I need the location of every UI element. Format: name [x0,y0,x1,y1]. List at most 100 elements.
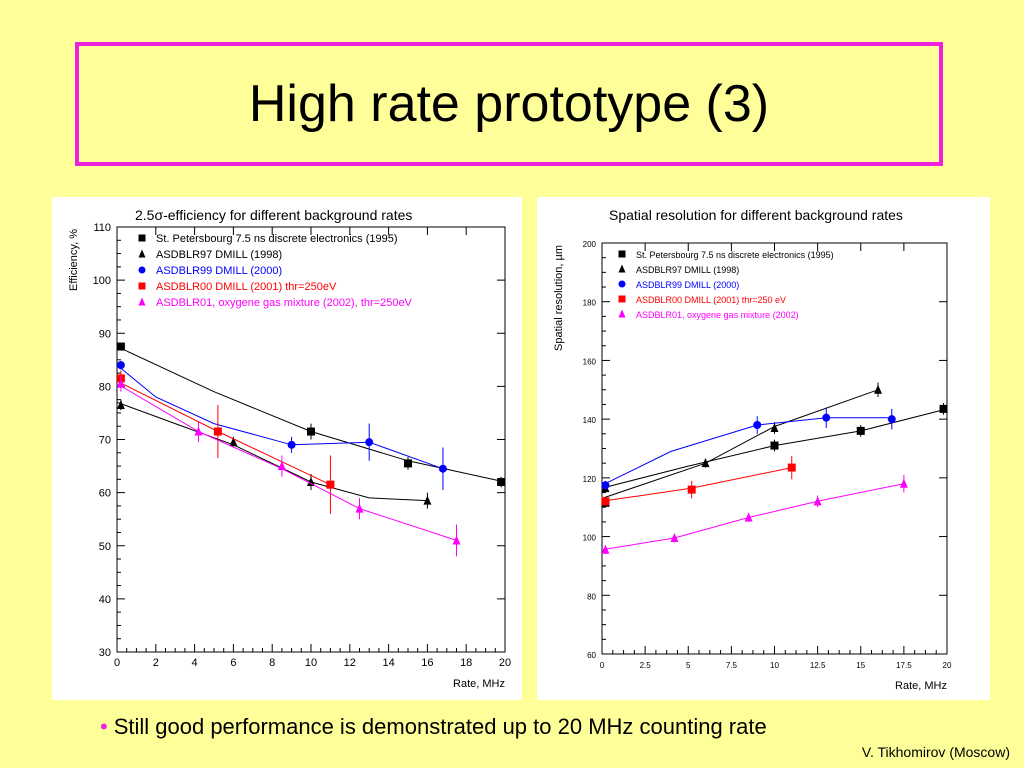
marker-circle [887,415,896,424]
x-tick-label: 17.5 [896,661,912,670]
x-tick-label: 5 [686,661,691,670]
y-axis-label: Efficiency, % [68,229,80,291]
x-tick-label: 14 [382,657,394,669]
efficiency-chart: 2.5σ-efficiency for different background… [68,207,511,690]
marker-triangle [194,426,203,436]
marker-triangle [423,495,432,505]
marker-triangle [307,477,315,486]
marker-triangle [277,461,286,471]
y-tick-label: 160 [583,357,597,366]
y-tick-label: 40 [99,594,111,606]
marker-triangle [138,249,146,258]
marker-square [687,485,696,494]
series-fit-line [116,346,506,483]
author-credit: V. Tikhomirov (Moscow) [861,744,1010,760]
marker-triangle [229,437,238,447]
series-fit-line [601,389,879,499]
slide-title: High rate prototype (3) [248,75,770,133]
y-tick-label: 70 [99,435,111,447]
x-tick-label: 7.5 [726,661,738,670]
y-tick-label: 60 [99,488,111,500]
marker-triangle [601,544,610,554]
marker-square [404,459,412,468]
x-tick-label: 6 [230,657,236,669]
x-tick-label: 2 [153,657,159,669]
series-fit-line [601,467,792,502]
series-fit-line [601,483,904,551]
x-tick-label: 10 [770,661,779,670]
marker-square [939,404,948,413]
series-3: ASDBLR00 DMILL (2001) thr=250 eV [601,295,796,506]
marker-triangle [899,478,908,488]
bullet-text: Still good performance is demonstrated u… [113,714,767,739]
marker-square [116,342,125,351]
marker-circle [438,464,447,473]
legend-label: ASDBLR97 DMILL (1998) [636,265,739,275]
marker-circle [601,481,610,490]
marker-square [213,427,222,436]
marker-square [138,282,146,290]
y-tick-label: 100 [583,534,597,543]
marker-square [618,295,626,303]
series-2: ASDBLR99 DMILL (2000) [601,280,896,490]
x-axis-label: Rate, MHz [895,680,947,692]
marker-triangle [618,309,626,318]
marker-square [326,480,335,489]
y-tick-label: 120 [583,475,597,484]
y-tick-label: 50 [99,541,111,553]
legend-label: ASDBLR00 DMILL (2001) thr=250eV [156,281,337,293]
chart-title: 2.5σ-efficiency for different background… [135,207,412,223]
bullet-dot-icon: • [100,714,108,739]
marker-square [307,427,315,436]
x-tick-label: 10 [305,657,317,669]
marker-triangle [452,535,461,545]
marker-circle [287,440,296,449]
marker-circle [822,413,831,422]
x-tick-label: 12.5 [810,661,826,670]
marker-triangle [138,297,146,306]
marker-circle [116,361,125,370]
marker-triangle [670,533,679,543]
legend-label: ASDBLR99 DMILL (2000) [156,265,282,277]
marker-square [770,441,779,450]
legend-label: St. Petersbourg 7.5 ns discrete electron… [636,250,834,260]
series-4: ASDBLR01, oxygene gas mixture (2002), th… [116,297,461,557]
y-tick-label: 60 [587,651,596,660]
marker-square [787,463,796,472]
x-tick-label: 18 [460,657,472,669]
marker-circle [753,421,762,430]
y-tick-label: 90 [99,328,111,340]
marker-square [856,426,865,435]
y-axis-label: Spatial resolution, µm [553,245,565,351]
y-tick-label: 200 [583,240,597,249]
x-tick-label: 0 [600,661,605,670]
legend-label: ASDBLR01, oxygene gas mixture (2002), th… [156,297,413,309]
y-tick-label: 30 [99,647,111,659]
y-tick-label: 80 [587,592,596,601]
marker-circle [618,280,626,288]
bullet-point: • Still good performance is demonstrated … [100,714,767,740]
x-tick-label: 15 [856,661,865,670]
marker-triangle [770,422,779,432]
legend-label: St. Petersbourg 7.5 ns discrete electron… [156,233,398,245]
marker-triangle [874,384,882,394]
marker-triangle [744,512,753,522]
x-tick-label: 4 [192,657,198,669]
series-fit-line [601,417,892,486]
x-tick-label: 0 [114,657,120,669]
chart-title: Spatial resolution for different backgro… [609,207,903,223]
x-tick-label: 20 [499,657,511,669]
marker-triangle [116,378,125,388]
resolution-chart: Spatial resolution for different backgro… [553,207,952,692]
series-fit-line [116,364,444,470]
y-tick-label: 180 [583,299,597,308]
slide-title-frame: High rate prototype (3) [75,42,943,166]
legend-label: ASDBLR01, oxygene gas mixture (2002) [636,310,799,320]
series-4: ASDBLR01, oxygene gas mixture (2002) [601,309,908,555]
legend-label: ASDBLR00 DMILL (2001) thr=250 eV [636,295,786,305]
series-2: ASDBLR99 DMILL (2000) [116,265,447,490]
legend-label: ASDBLR97 DMILL (1998) [156,249,282,261]
x-tick-label: 16 [421,657,433,669]
marker-triangle [116,399,125,409]
marker-square [601,497,610,506]
